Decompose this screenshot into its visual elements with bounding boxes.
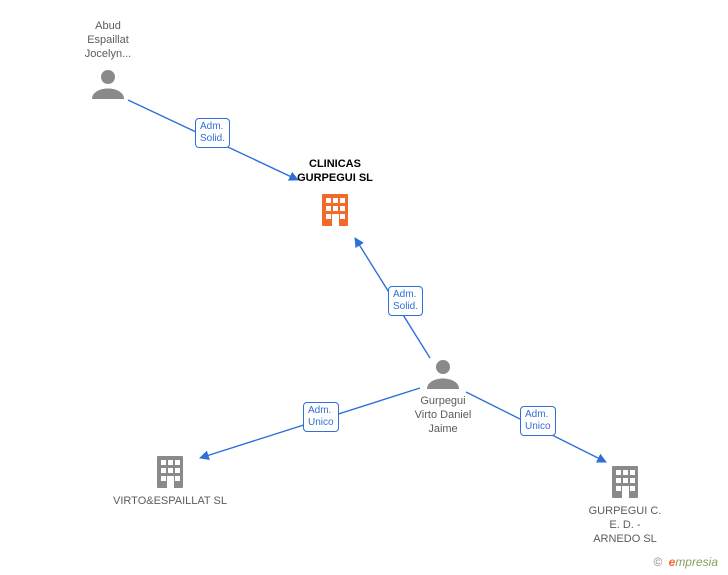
person-icon: [427, 360, 459, 389]
brand-rest: mpresia: [675, 555, 718, 569]
edge-label: Adm. Solid.: [195, 118, 230, 148]
footer-credit: © empresia: [653, 555, 718, 569]
copyright-symbol: ©: [653, 555, 662, 569]
edge-label: Adm. Unico: [303, 402, 339, 432]
node-label-abud: Abud Espaillat Jocelyn...: [73, 20, 143, 61]
node-label-virto_esp: VIRTO&ESPAILLAT SL: [105, 495, 235, 509]
company-icon: [612, 466, 638, 498]
person-icon: [92, 70, 124, 99]
edge-label: Adm. Solid.: [388, 286, 423, 316]
node-label-gurpegui_person: Gurpegui Virto Daniel Jaime: [398, 395, 488, 436]
edge-label: Adm. Unico: [520, 406, 556, 436]
node-label-gurpegui_ced: GURPEGUI C. E. D. - ARNEDO SL: [580, 505, 670, 546]
diagram-canvas: [0, 0, 728, 575]
company-icon: [322, 194, 348, 226]
company-icon: [157, 456, 183, 488]
node-label-clinicas: CLINICAS GURPEGUI SL: [280, 158, 390, 186]
